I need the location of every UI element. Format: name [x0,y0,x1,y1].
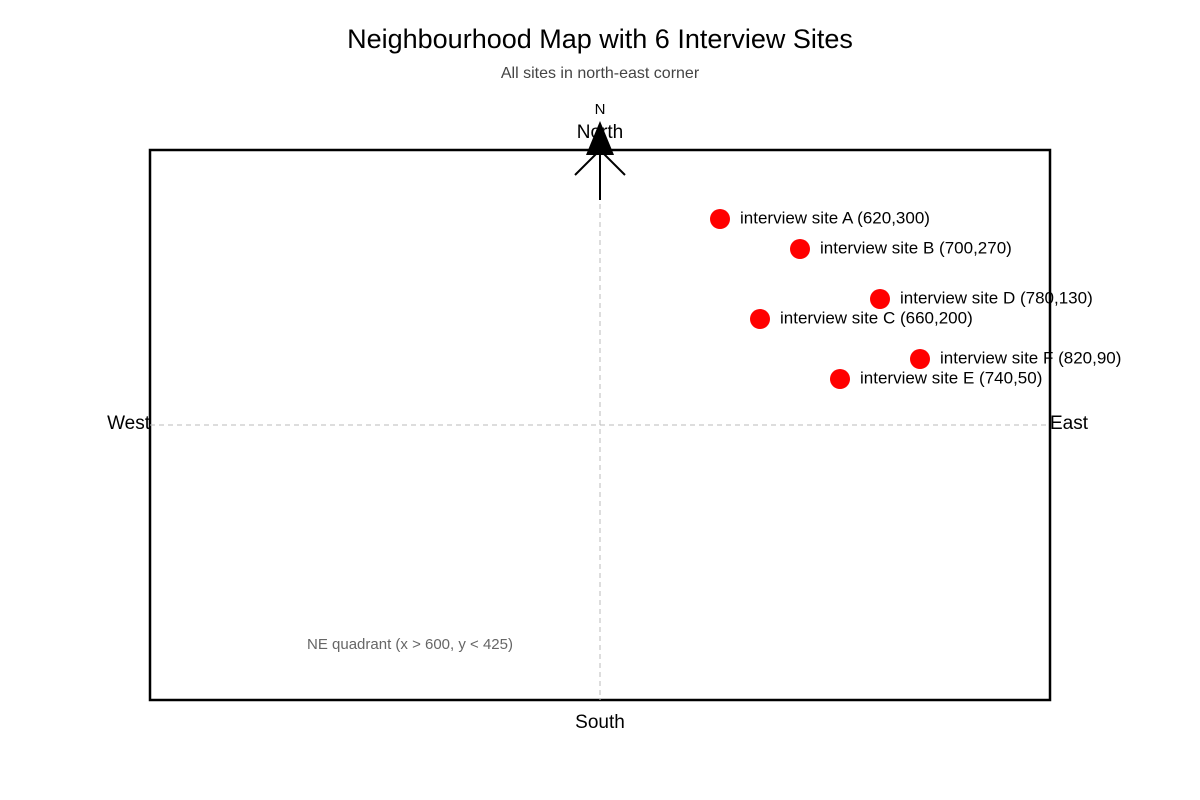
site-label: interview site E (740,50) [860,368,1042,387]
compass-symbol: N [595,101,606,118]
site-label: interview site B (700,270) [820,238,1012,257]
north-label: North [577,122,623,143]
site-marker [870,289,890,309]
subtitle: All sites in north-east corner [501,65,700,82]
south-label: South [575,712,625,733]
site-marker [830,369,850,389]
site-marker [910,349,930,369]
site-label: interview site C (660,200) [780,308,973,327]
east-label: East [1050,413,1089,434]
title: Neighbourhood Map with 6 Interview Sites [347,24,853,54]
site-label: interview site F (820,90) [940,348,1121,367]
site-label: interview site D (780,130) [900,288,1093,307]
site-marker [790,239,810,259]
site-label: interview site A (620,300) [740,208,930,227]
site-marker [750,309,770,329]
site-marker [710,209,730,229]
quadrant-note: NE quadrant (x > 600, y < 425) [307,636,513,653]
compass-arrow [586,121,614,155]
west-label: West [107,413,151,434]
compass: N [574,101,626,200]
